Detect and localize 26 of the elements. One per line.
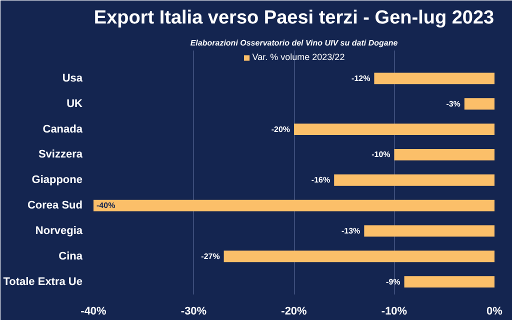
y-tick-label: Cina — [58, 250, 84, 262]
x-tick-label: -40% — [80, 306, 107, 318]
legend-label: Var. % volume 2023/22 — [252, 52, 345, 62]
chart-title: Export Italia verso Paesi terzi - Gen-lug 2023 — [94, 8, 494, 28]
data-label: -40% — [96, 201, 116, 210]
y-tick-label: Usa — [62, 72, 84, 84]
x-tick-label: -10% — [381, 306, 408, 318]
y-tick-label: Canada — [42, 123, 84, 136]
data-label: -3% — [446, 99, 460, 108]
y-tick-label: Svizzera — [38, 148, 84, 161]
x-tick-label: -20% — [281, 306, 308, 318]
y-tick-label: Giappone — [32, 174, 83, 186]
chart-subtitle: Elaborazioni Osservatorio del Vino UIV su dati Dogane — [190, 38, 398, 48]
data-label: -16% — [311, 176, 330, 185]
data-label: -12% — [352, 74, 370, 83]
y-tick-label: UK — [66, 98, 83, 110]
y-tick-label: Corea Sud — [27, 200, 83, 212]
data-label: -13% — [342, 226, 360, 236]
data-label: -9% — [386, 277, 400, 286]
x-tick-label: 0% — [486, 306, 503, 318]
data-label: -27% — [201, 252, 220, 261]
x-tick-label: -30% — [180, 306, 207, 318]
y-tick-label: Totale Extra Ue — [3, 276, 83, 288]
data-label: -20% — [271, 124, 290, 134]
y-tick-label: Norvegia — [35, 224, 84, 237]
data-label: -10% — [372, 150, 390, 160]
